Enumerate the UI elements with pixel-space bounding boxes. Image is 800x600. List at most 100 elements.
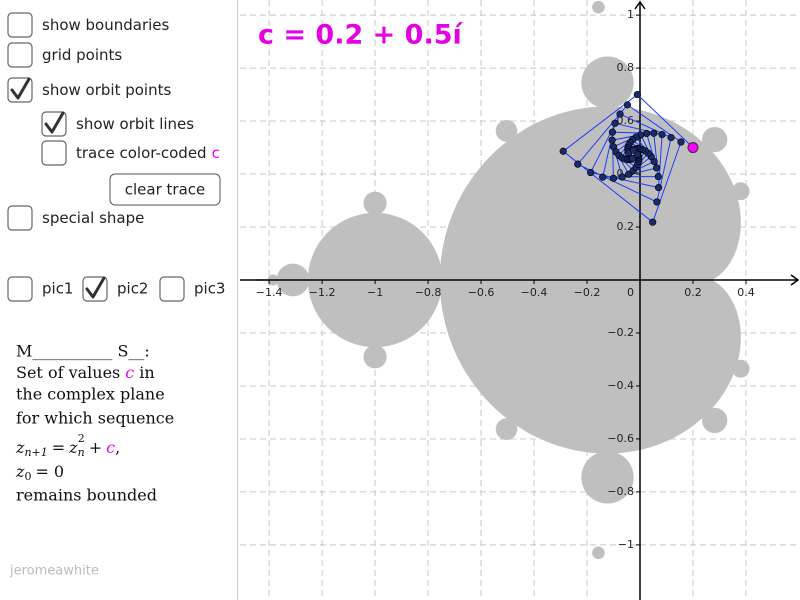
desc-line: for which sequence [16,409,174,428]
math-sup: 2 [78,432,85,445]
orbit-point [574,160,582,168]
y-tick-label: −1 [618,538,634,551]
y-tick-label: 0.8 [617,61,635,74]
checkbox-label: pic1 [42,280,73,298]
title: c = 0.2 + 0.5í [258,20,464,51]
checkbox[interactable] [7,276,33,302]
label-text: trace color-coded [76,144,207,162]
bulb [731,182,750,201]
y-tick-label: 1 [627,8,634,21]
credit: jeromeawhite [9,564,99,579]
orbit-point [628,154,637,162]
orbit-point [649,218,657,226]
desc-c: c [125,363,134,382]
checkbox[interactable] [7,205,33,231]
bulb [702,126,728,153]
check-mark [44,111,65,134]
checkbox-label: grid points [42,46,122,64]
y-tick-label: −0.2 [607,326,634,339]
button-label: clear trace [125,181,206,199]
math-sub: n+1 [24,446,47,459]
x-tick-label: −1.2 [309,286,336,299]
init: z0 = 0 [15,462,64,484]
math: z [15,438,25,457]
orbit-point [599,173,607,181]
label-text: special shape [42,209,144,227]
orbit-point [633,90,641,99]
label-text: show boundaries [42,16,170,34]
orbit-point [653,198,661,206]
math-sub: 0 [24,470,31,483]
math: = 0 [35,462,64,481]
orbit-point [616,110,624,118]
x-tick-label: 0 [627,286,634,299]
orbit-point [654,172,662,181]
y-axis-arrow [634,0,646,10]
x-axis-arrow [790,274,800,286]
bulb [495,418,518,440]
math-sub: n [78,446,85,459]
c-point[interactable] [687,142,699,154]
math: , [115,438,120,457]
orbit-point [629,146,638,154]
checkbox[interactable] [7,12,33,38]
bulb [363,345,387,369]
orbit-point [654,184,663,192]
checkbox-label: pic3 [194,280,225,298]
x-tick-label: −1.4 [256,286,283,299]
x-tick-label: 0.2 [684,286,702,299]
x-tick-label: 0.4 [737,286,755,299]
controls: show boundaries grid points show orbit poi… [7,12,225,302]
orbit-point [623,101,632,109]
y-tick-label: −0.8 [607,485,634,498]
bulb [363,191,387,215]
label-text: show orbit lines [76,115,194,133]
orbit-point [618,173,626,181]
bulb [495,120,518,142]
checkbox[interactable] [7,42,33,68]
check-mark [85,276,106,299]
label-c: c [212,144,220,162]
check-mark [10,77,31,100]
math: z [15,462,25,481]
desc-heading: M__________ S__: [16,342,150,361]
left-panel [0,0,237,600]
clear-trace-button[interactable] [109,173,221,206]
math: = [52,438,65,457]
x-tick-label: −0.8 [415,286,442,299]
orbit-point [609,174,618,182]
orbit-point [650,129,658,137]
checkbox-label: show orbit lines [76,115,194,133]
orbit-point [653,164,661,172]
x-tick-label: −0.4 [521,286,548,299]
graphics-view: −1.4 −1.2 −1 −0.8 −0.6 −0.4 −0.2 0 0.2 0.410.80.6… [240,0,800,600]
x-tick-label: −0.2 [574,286,601,299]
orbit-point [658,130,666,139]
desc-line: Set of values c in [16,363,155,382]
checkbox-label: show orbit points [42,81,171,99]
desc-line: the complex plane [16,385,165,404]
desc-text: Set of values [16,363,120,382]
x-tick-label: −0.6 [468,286,495,299]
desc-text: in [139,363,154,382]
y-tick-label: −0.4 [607,379,634,392]
x-tick-label: −1 [367,286,383,299]
label-text: grid points [42,46,122,64]
y-tick-label: 0.2 [617,220,635,233]
checkbox-label: special shape [42,209,144,227]
orbit-point [643,129,651,138]
checkbox-label: trace color-coded c [76,144,220,162]
bulb [731,359,750,378]
bulb [581,451,634,504]
orbit-point [611,119,619,127]
orbit-point [608,136,616,144]
orbit-point [667,133,675,142]
checkbox[interactable] [159,276,185,302]
checkbox[interactable] [41,140,67,166]
bulb [592,0,605,14]
math: + [89,438,102,457]
checkbox-label: pic2 [117,280,148,298]
orbit-point [587,168,595,177]
y-tick-label: −0.6 [607,432,634,445]
